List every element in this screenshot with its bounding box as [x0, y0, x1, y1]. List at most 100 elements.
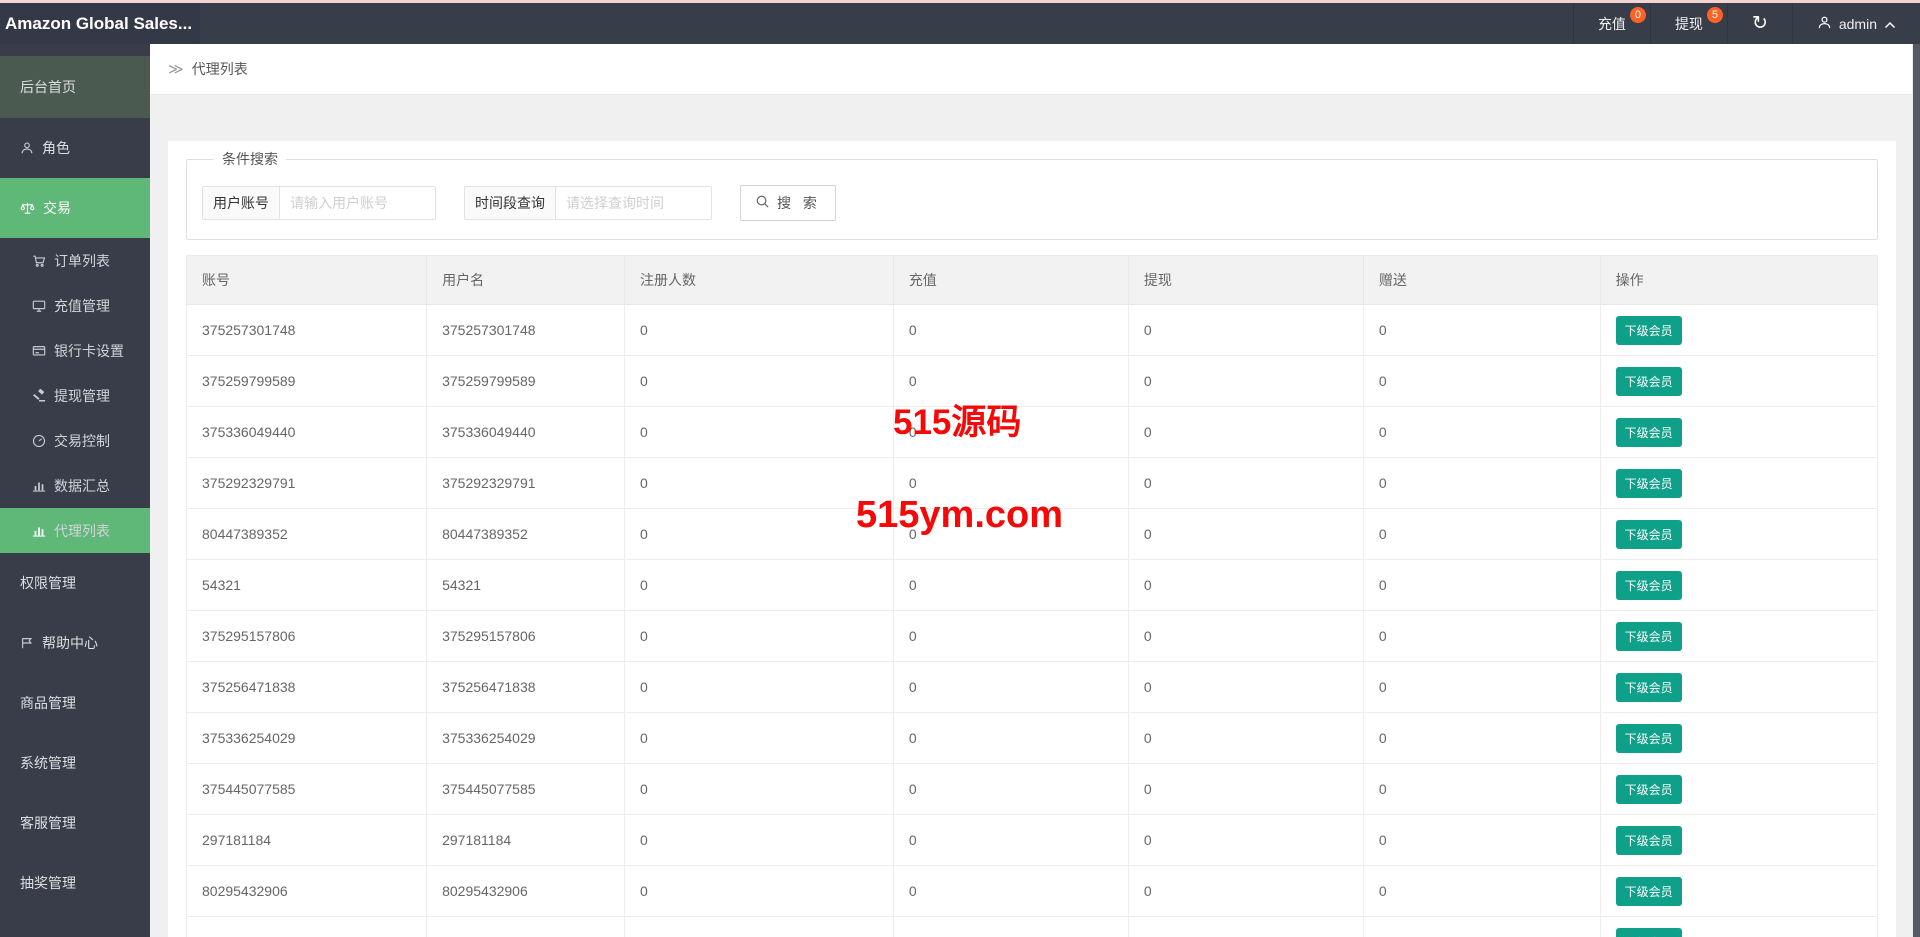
- sidebar-item-bankcard[interactable]: 银行卡设置: [0, 328, 150, 373]
- cell-withdraw: 0: [1127, 661, 1364, 713]
- recharge-nav-button[interactable]: 充值 0: [1572, 3, 1650, 44]
- sub-member-button[interactable]: 下级会员: [1615, 876, 1682, 906]
- bar-chart-icon: [32, 479, 46, 493]
- sidebar-agent-list-label: 代理列表: [54, 522, 110, 539]
- recharge-badge: 0: [1629, 7, 1646, 23]
- sidebar-roles-label: 角色: [42, 140, 70, 156]
- cell-actions: 下级会员: [1599, 457, 1879, 509]
- person-icon: [20, 141, 34, 155]
- cell-username: 375336049440: [426, 406, 625, 458]
- cart-icon: [32, 254, 46, 268]
- refresh-button[interactable]: ↻: [1726, 3, 1792, 44]
- withdraw-nav-label: 提现: [1674, 15, 1703, 32]
- sidebar-item-system[interactable]: 系统管理: [0, 733, 150, 793]
- col-recharge: 充值: [892, 255, 1129, 305]
- cell-actions: 下级会员: [1599, 304, 1879, 356]
- sidebar-item-customer-service[interactable]: 客服管理: [0, 793, 150, 853]
- cell-recharge: 0: [892, 916, 1129, 937]
- cell-account: 375295157806: [185, 610, 428, 662]
- sidebar-item-orders[interactable]: 订单列表: [0, 238, 150, 283]
- cell-username: 375295157806: [426, 610, 625, 662]
- scrollbar-thumb[interactable]: [1913, 44, 1920, 937]
- sidebar-item-agent-list[interactable]: 代理列表: [0, 508, 150, 553]
- agent-table: 账号 用户名 注册人数 充值 提现 赠送 操作 375257301748 375…: [185, 255, 1879, 937]
- sidebar-orders-label: 订单列表: [54, 252, 110, 269]
- sub-member-button[interactable]: 下级会员: [1615, 774, 1682, 804]
- withdraw-badge: 5: [1706, 7, 1723, 23]
- sidebar-item-recharge-mgmt[interactable]: 充值管理: [0, 283, 150, 328]
- cell-registered: 0: [623, 712, 894, 764]
- sub-member-button[interactable]: 下级会员: [1615, 927, 1682, 937]
- cell-registered: 0: [623, 406, 894, 458]
- table-row: 375259799589 375259799589 0 0 0 0 下级会员: [185, 355, 1879, 407]
- sidebar-item-data-summary[interactable]: 数据汇总: [0, 463, 150, 508]
- cell-registered: 0: [623, 763, 894, 815]
- col-actions: 操作: [1599, 255, 1879, 305]
- table-row: 54321 54321 0 0 0 0 下级会员: [185, 559, 1879, 611]
- cell-account: 375257301748: [185, 304, 428, 356]
- time-range-field-label: 时间段查询: [465, 187, 556, 219]
- table-row: 375256471838 375256471838 0 0 0 0 下级会员: [185, 661, 1879, 713]
- search-icon: [755, 194, 770, 212]
- sidebar-item-trade[interactable]: 交易: [0, 178, 150, 238]
- sidebar: 后台首页 角色 交易 订单列表 充值管理: [0, 44, 150, 937]
- user-menu[interactable]: admin: [1791, 3, 1920, 44]
- cell-gift: 0: [1362, 355, 1601, 407]
- gavel-icon: [32, 388, 46, 403]
- cell-withdraw: 0: [1127, 610, 1364, 662]
- sub-member-button[interactable]: 下级会员: [1615, 570, 1682, 600]
- cell-username: 375336254029: [426, 712, 625, 764]
- sub-member-button[interactable]: 下级会员: [1615, 621, 1682, 651]
- cell-actions: 下级会员: [1599, 865, 1879, 917]
- col-gift: 赠送: [1362, 255, 1601, 305]
- sidebar-item-permissions[interactable]: 权限管理: [0, 553, 150, 613]
- sidebar-item-trade-control[interactable]: 交易控制: [0, 418, 150, 463]
- col-registered: 注册人数: [623, 255, 894, 305]
- bank-card-icon: [32, 344, 46, 358]
- table-header-row: 账号 用户名 注册人数 充值 提现 赠送 操作: [185, 255, 1879, 305]
- watermark-text: 515源码: [893, 403, 1022, 442]
- cell-recharge: 0: [892, 355, 1129, 407]
- sidebar-trade-control-label: 交易控制: [54, 432, 110, 449]
- sidebar-item-products[interactable]: 商品管理: [0, 673, 150, 733]
- sub-member-button[interactable]: 下级会员: [1615, 468, 1682, 498]
- cell-recharge: 0: [892, 406, 1129, 458]
- sub-member-button[interactable]: 下级会员: [1615, 417, 1682, 447]
- sidebar-lottery-label: 抽奖管理: [20, 875, 76, 891]
- sidebar-item-roles[interactable]: 角色: [0, 118, 150, 178]
- username-label: admin: [1838, 15, 1877, 32]
- withdraw-nav-button[interactable]: 提现 5: [1649, 3, 1727, 44]
- account-input[interactable]: [280, 187, 435, 219]
- cell-gift: 0: [1362, 661, 1601, 713]
- search-button[interactable]: 搜 索: [740, 185, 836, 221]
- sidebar-products-label: 商品管理: [20, 695, 76, 711]
- cell-withdraw: 0: [1127, 406, 1364, 458]
- sidebar-item-withdraw-mgmt[interactable]: 提现管理: [0, 373, 150, 418]
- cell-actions: 下级会员: [1599, 712, 1879, 764]
- col-username: 用户名: [426, 255, 625, 305]
- cell-gift: 0: [1362, 559, 1601, 611]
- cell-gift: 0: [1362, 763, 1601, 815]
- sub-member-button[interactable]: 下级会员: [1615, 825, 1682, 855]
- sidebar-recharge-mgmt-label: 充值管理: [54, 297, 110, 314]
- cell-registered: 0: [623, 559, 894, 611]
- search-legend: 条件搜索: [222, 151, 278, 167]
- col-withdraw: 提现: [1127, 255, 1364, 305]
- time-range-input[interactable]: [556, 187, 711, 219]
- cell-gift: 0: [1362, 508, 1601, 560]
- sidebar-item-help-center[interactable]: 帮助中心: [0, 613, 150, 673]
- sub-member-button[interactable]: 下级会员: [1615, 672, 1682, 702]
- cell-registered: 0: [623, 865, 894, 917]
- cell-gift: 0: [1362, 304, 1601, 356]
- cell-username: 80447389352: [426, 508, 625, 560]
- account-field-group: 用户账号: [202, 186, 436, 220]
- sidebar-item-lottery[interactable]: 抽奖管理: [0, 853, 150, 913]
- sidebar-item-home[interactable]: 后台首页: [0, 56, 150, 118]
- content-area: 条件搜索 用户账号 时间段查询: [150, 95, 1920, 937]
- sub-member-button[interactable]: 下级会员: [1615, 315, 1682, 345]
- cell-withdraw: 0: [1127, 457, 1364, 509]
- sidebar-bankcard-label: 银行卡设置: [54, 342, 124, 359]
- sub-member-button[interactable]: 下级会员: [1615, 519, 1682, 549]
- sub-member-button[interactable]: 下级会员: [1615, 366, 1682, 396]
- sub-member-button[interactable]: 下级会员: [1615, 723, 1682, 753]
